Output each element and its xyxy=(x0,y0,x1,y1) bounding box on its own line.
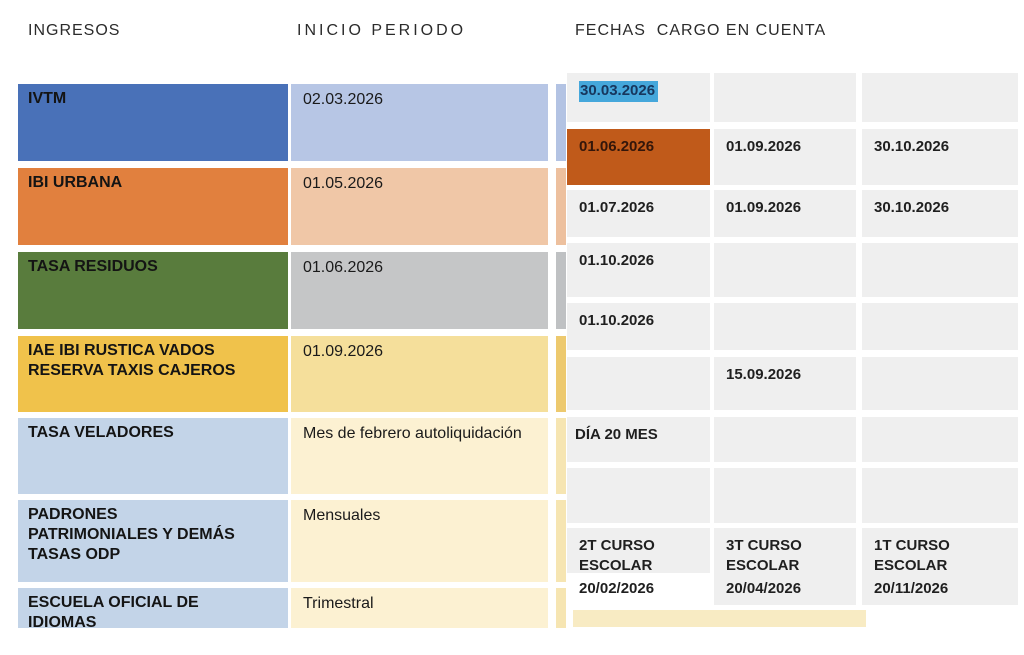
income-label-ibi-urbana: IBI URBANA xyxy=(18,168,288,245)
charge-cell-r5c1: 01.10.2026 xyxy=(567,303,710,350)
charge-cell-r6c3 xyxy=(862,357,1018,410)
charge-cell-r2c2: 01.09.2026 xyxy=(714,129,856,185)
inicio-cell-tasa-residuos: 01.06.2026 xyxy=(291,252,548,329)
charge-cell-r3c1: 01.07.2026 xyxy=(567,190,710,237)
charge-cell-r8c3 xyxy=(862,468,1018,523)
charge-cell-r2c1-orange: 01.06.2026 xyxy=(567,129,710,185)
inicio-cell-tasa-veladores: Mes de febrero autoliquidación xyxy=(291,418,548,494)
income-label-ivtm: IVTM xyxy=(18,84,288,161)
charge-cell-r6c1 xyxy=(567,357,710,410)
charge-cell-r3c2: 01.09.2026 xyxy=(714,190,856,237)
charge-cell-r1c2 xyxy=(714,73,856,122)
charge-cell-r4c2 xyxy=(714,243,856,297)
curso-escolar-date-3t: 20/04/2026 xyxy=(726,580,802,597)
header-inicio-periodo: INICIO PERIODO xyxy=(297,22,467,39)
charge-cell-r3c3: 30.10.2026 xyxy=(862,190,1018,237)
charge-cell-r1c1: 30.03.2026 xyxy=(567,73,710,122)
row-color-strip xyxy=(556,336,566,412)
income-label-tasa-veladores: TASA VELADORES xyxy=(18,418,288,494)
charge-cell-r2c3: 30.10.2026 xyxy=(862,129,1018,185)
income-label-iae-ibi-rustica: IAE IBI RUSTICA VADOS RESERVA TAXIS CAJE… xyxy=(18,336,288,412)
inicio-cell-padrones: Mensuales xyxy=(291,500,548,582)
charge-cell-r9c2: 3T CURSO ESCOLAR xyxy=(714,528,856,605)
header-fechas-cargo: FECHAS CARGO EN CUENTA xyxy=(575,22,827,39)
income-label-escuela-idiomas: ESCUELA OFICIAL DE IDIOMAS xyxy=(18,588,288,631)
bottom-yellow-band xyxy=(573,610,866,627)
row-color-strip xyxy=(556,418,566,494)
income-label-tasa-residuos: TASA RESIDUOS xyxy=(18,252,288,329)
income-label-padrones: PADRONES PATRIMONIALES Y DEMÁS TASAS ODP xyxy=(18,500,288,582)
charge-cell-r1c3 xyxy=(862,73,1018,122)
row-color-strip xyxy=(556,168,566,245)
charge-cell-r4c3 xyxy=(862,243,1018,297)
charge-cell-r7c1: DÍA 20 MES xyxy=(567,417,710,462)
row-color-strip xyxy=(556,252,566,329)
charge-cell-r4c1: 01.10.2026 xyxy=(567,243,710,297)
header-ingresos: INGRESOS xyxy=(28,22,121,39)
row-color-strip xyxy=(556,84,566,161)
charge-cell-r6c2: 15.09.2026 xyxy=(714,357,856,410)
inicio-cell-iae-ibi-rustica: 01.09.2026 xyxy=(291,336,548,412)
charge-cell-r7c2 xyxy=(714,417,856,462)
highlighted-date: 30.03.2026 xyxy=(579,81,659,102)
charge-cell-r5c2 xyxy=(714,303,856,350)
row-color-strip xyxy=(556,500,566,582)
charge-cell-r9c3: 1T CURSO ESCOLAR xyxy=(862,528,1018,605)
charge-cell-r9c1: 2T CURSO ESCOLAR xyxy=(567,528,710,574)
charge-cell-r5c3 xyxy=(862,303,1018,350)
curso-escolar-date-2t: 20/02/2026 xyxy=(579,580,655,597)
row-color-strip xyxy=(556,588,566,628)
inicio-cell-ivtm: 02.03.2026 xyxy=(291,84,548,161)
inicio-cell-escuela-idiomas: Trimestral xyxy=(291,588,548,628)
charge-cell-r8c1 xyxy=(567,468,710,523)
inicio-cell-ibi-urbana: 01.05.2026 xyxy=(291,168,548,245)
curso-escolar-date-1t: 20/11/2026 xyxy=(874,580,949,597)
charge-cell-r7c3 xyxy=(862,417,1018,462)
charge-cell-r8c2 xyxy=(714,468,856,523)
